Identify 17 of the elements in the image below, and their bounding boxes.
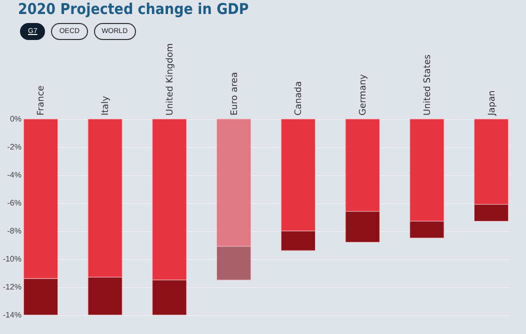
chart-title: 2020 Projected change in GDP — [18, 0, 249, 18]
x-tick-label: Italy — [101, 95, 112, 116]
x-tick-label: United Kingdom — [165, 43, 176, 116]
y-tick-label: -10% — [2, 254, 22, 264]
y-tick-label: -6% — [7, 198, 22, 208]
y-tick-label: -12% — [2, 282, 22, 292]
x-tick-label: United States — [422, 54, 433, 116]
y-tick-label: 0% — [10, 114, 22, 124]
x-tick-label: Canada — [294, 81, 304, 116]
x-tick-label: Germany — [358, 73, 369, 116]
x-tick-label: Euro area — [230, 72, 240, 116]
y-tick-label: -14% — [2, 310, 22, 320]
x-tick-label: Japan — [487, 90, 498, 116]
x-tick-label: France — [36, 85, 47, 116]
y-tick-label: -4% — [7, 170, 22, 180]
y-tick-label: -8% — [7, 226, 22, 236]
y-tick-label: -2% — [7, 142, 22, 152]
